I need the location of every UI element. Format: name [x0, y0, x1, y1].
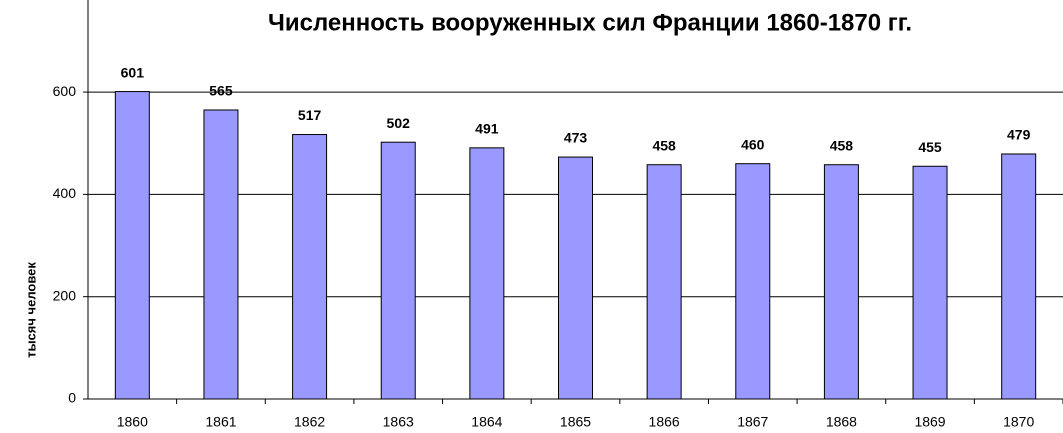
- x-tick-label: 1869: [914, 414, 945, 430]
- value-label: 479: [1007, 127, 1031, 143]
- value-label: 491: [475, 121, 499, 137]
- value-label: 455: [918, 139, 942, 155]
- bar: [735, 163, 771, 400]
- value-label: 458: [652, 137, 676, 153]
- y-tick-label: 200: [53, 287, 77, 303]
- x-tick-label: 1861: [205, 414, 236, 430]
- value-label: 601: [121, 64, 145, 80]
- bar: [558, 156, 593, 400]
- bar: [203, 109, 239, 400]
- chart-title: Численность вооруженных сил Франции 1860…: [268, 9, 912, 36]
- bar: [823, 164, 859, 400]
- bar: [292, 134, 328, 400]
- x-tick-label: 1870: [1003, 414, 1034, 430]
- x-tick-label: 1867: [737, 414, 768, 430]
- y-tick-label: 0: [68, 390, 76, 406]
- bar: [912, 165, 948, 400]
- bar: [380, 141, 416, 400]
- value-label: 565: [209, 83, 233, 99]
- value-label: 517: [298, 107, 322, 123]
- bar: [646, 164, 682, 400]
- value-label: 502: [387, 115, 411, 131]
- y-tick-label: 400: [53, 185, 77, 201]
- x-tick-label: 1866: [649, 414, 680, 430]
- x-tick-label: 1860: [117, 414, 148, 430]
- value-label: 458: [830, 137, 854, 153]
- y-tick-label: 600: [53, 83, 77, 99]
- bar: [469, 147, 505, 400]
- value-label: 473: [564, 130, 588, 146]
- y-axis-label: тысяч человек: [23, 262, 38, 358]
- bar: [114, 91, 150, 400]
- value-label: 460: [741, 136, 765, 152]
- x-tick-label: 1868: [826, 414, 857, 430]
- x-tick-label: 1864: [471, 414, 502, 430]
- x-tick-label: 1863: [383, 414, 414, 430]
- bar: [1001, 153, 1037, 400]
- x-tick-label: 1865: [560, 414, 591, 430]
- x-tick-label: 1862: [294, 414, 325, 430]
